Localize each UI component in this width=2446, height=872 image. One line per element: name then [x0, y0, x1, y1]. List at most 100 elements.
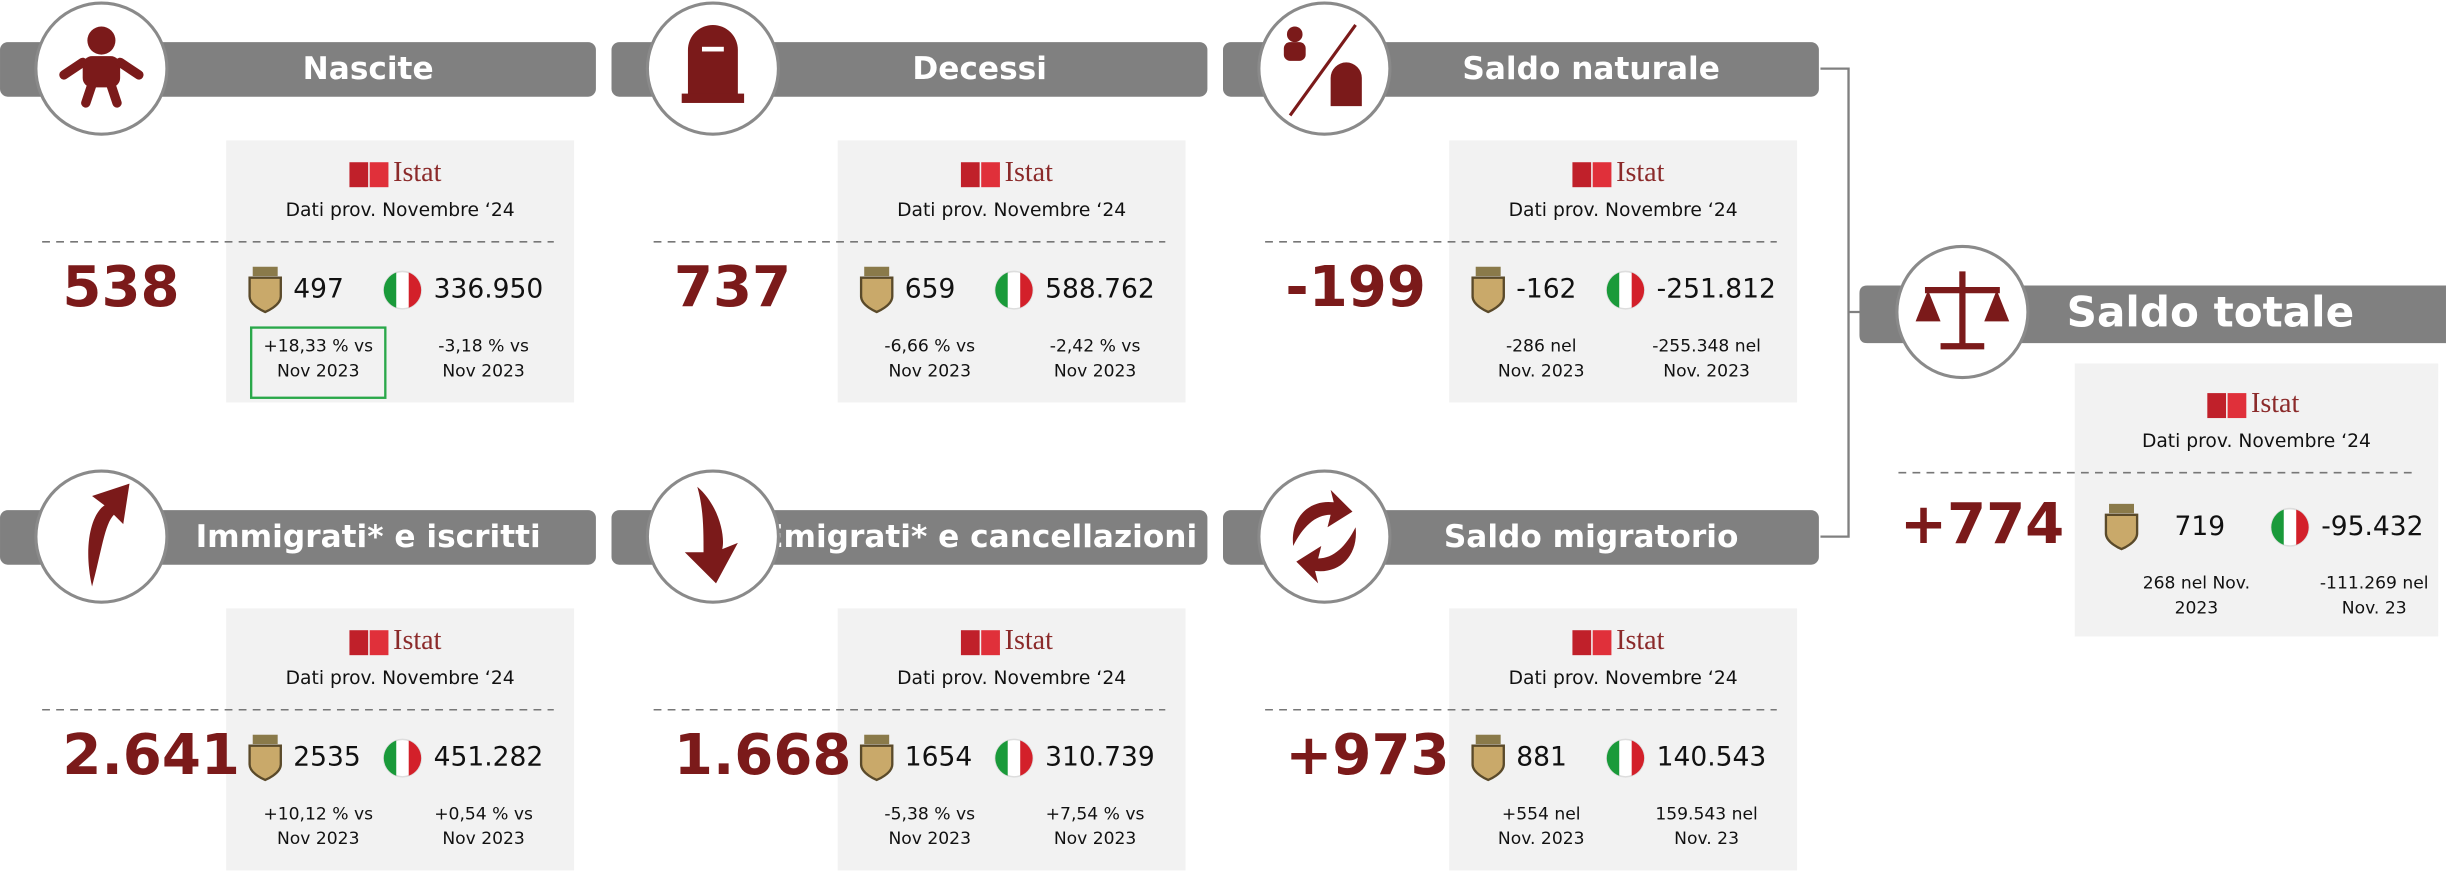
total: 2.641: [62, 723, 240, 788]
emblem: [864, 266, 890, 277]
panel-title: Decessi: [912, 51, 1047, 87]
logo-mark: [981, 162, 1000, 188]
local-value: 719: [2175, 511, 2226, 542]
panel-title: Nascite: [303, 51, 434, 87]
panel-title: Emigrati* e cancellazioni: [762, 519, 1197, 555]
emblem: [248, 744, 282, 782]
source: Istat: [393, 157, 442, 188]
local-note: +18,33 % vs: [263, 336, 373, 356]
connector: [1820, 67, 1865, 538]
national-note: -255.348 nel: [1652, 336, 1761, 356]
national-note: Nov 2023: [1054, 829, 1137, 849]
logo-mark: [1572, 630, 1592, 656]
local-value: 497: [293, 274, 344, 305]
emblem: [1475, 734, 1501, 745]
emblem: [2109, 503, 2134, 514]
period: Dati prov. Novembre ‘24: [1509, 668, 1738, 689]
logo-mark: [1592, 162, 1612, 188]
local-note: +10,12 % vs: [263, 804, 373, 824]
flag: [1020, 272, 1033, 308]
source: Istat: [1616, 625, 1665, 656]
local-note: Nov. 2023: [1498, 829, 1585, 849]
emblem: [252, 734, 278, 745]
national-note: Nov 2023: [442, 829, 525, 849]
icon: [1283, 42, 1306, 61]
icon: [681, 93, 745, 103]
emblem: [1475, 266, 1501, 277]
national-note: Nov 2023: [442, 361, 525, 381]
national-note: +0,54 % vs: [434, 804, 533, 824]
flag: [1606, 272, 1620, 308]
national-value: 336.950: [434, 274, 544, 305]
national-value: 140.543: [1657, 742, 1767, 773]
national-note: Nov. 23: [1674, 829, 1739, 849]
source: Istat: [1005, 625, 1054, 656]
icon-circle: [1257, 469, 1392, 604]
flag: [1606, 740, 1620, 776]
local-value: -162: [1516, 274, 1576, 305]
period: Dati prov. Novembre ‘24: [897, 200, 1126, 221]
logo-mark: [369, 630, 389, 656]
emblem: [859, 276, 894, 314]
national-value: 310.739: [1045, 742, 1155, 773]
emblem: [859, 744, 894, 782]
national-note: Nov. 23: [2342, 598, 2407, 618]
source: Istat: [2251, 388, 2300, 419]
source: Istat: [393, 625, 442, 656]
local-note: -5,38 % vs: [884, 804, 975, 824]
period: Dati prov. Novembre ‘24: [897, 668, 1126, 689]
period: Dati prov. Novembre ‘24: [286, 668, 515, 689]
local-note: -6,66 % vs: [884, 336, 975, 356]
flag: [383, 740, 397, 776]
flag: [383, 272, 397, 308]
logo-mark: [349, 162, 369, 188]
flag: [2271, 509, 2284, 545]
emblem: [2104, 513, 2139, 551]
flag: [995, 740, 1008, 776]
local-value: 659: [905, 274, 956, 305]
local-note: 2023: [2175, 598, 2219, 618]
national-note: +7,54 % vs: [1046, 804, 1145, 824]
national-note: Nov 2023: [1054, 361, 1137, 381]
icon: [87, 26, 116, 55]
flag: [995, 272, 1008, 308]
total: 1.668: [674, 723, 852, 788]
emblem: [252, 266, 278, 277]
logo-mark: [960, 630, 980, 656]
flag: [2296, 509, 2309, 545]
panel-title: Immigrati* e iscritti: [196, 519, 541, 555]
highlight: [249, 326, 387, 399]
logo-mark: [349, 630, 369, 656]
icon: [59, 57, 144, 108]
icon: [1330, 62, 1362, 107]
period: Dati prov. Novembre ‘24: [286, 200, 515, 221]
icon: [1286, 26, 1303, 43]
icon: [687, 24, 738, 97]
local-value: 881: [1516, 742, 1567, 773]
flag: [1020, 740, 1033, 776]
flag: [1631, 272, 1645, 308]
local-value: 2535: [293, 742, 360, 773]
icon: [1915, 290, 2010, 322]
national-value: -95.432: [2321, 511, 2423, 542]
national-value: 588.762: [1045, 274, 1155, 305]
emblem: [864, 734, 890, 745]
local-note: Nov. 2023: [1498, 361, 1585, 381]
period: Dati prov. Novembre ‘24: [1509, 200, 1738, 221]
icon: [1924, 271, 2000, 350]
total: -199: [1285, 255, 1426, 320]
logo-mark: [2227, 393, 2247, 419]
national-note: 159.543 nel: [1655, 804, 1758, 824]
icon: [684, 486, 738, 584]
logo-mark: [2207, 393, 2227, 419]
emblem: [1471, 744, 1505, 782]
logo-mark: [369, 162, 389, 188]
local-note: Nov 2023: [277, 361, 360, 381]
panel-title: Saldo naturale: [1462, 51, 1719, 87]
local-note: Nov 2023: [888, 829, 971, 849]
local-note: Nov 2023: [888, 361, 971, 381]
logo-mark: [1592, 630, 1612, 656]
panel-title: Saldo totale: [2067, 288, 2355, 337]
local-note: Nov 2023: [277, 829, 360, 849]
